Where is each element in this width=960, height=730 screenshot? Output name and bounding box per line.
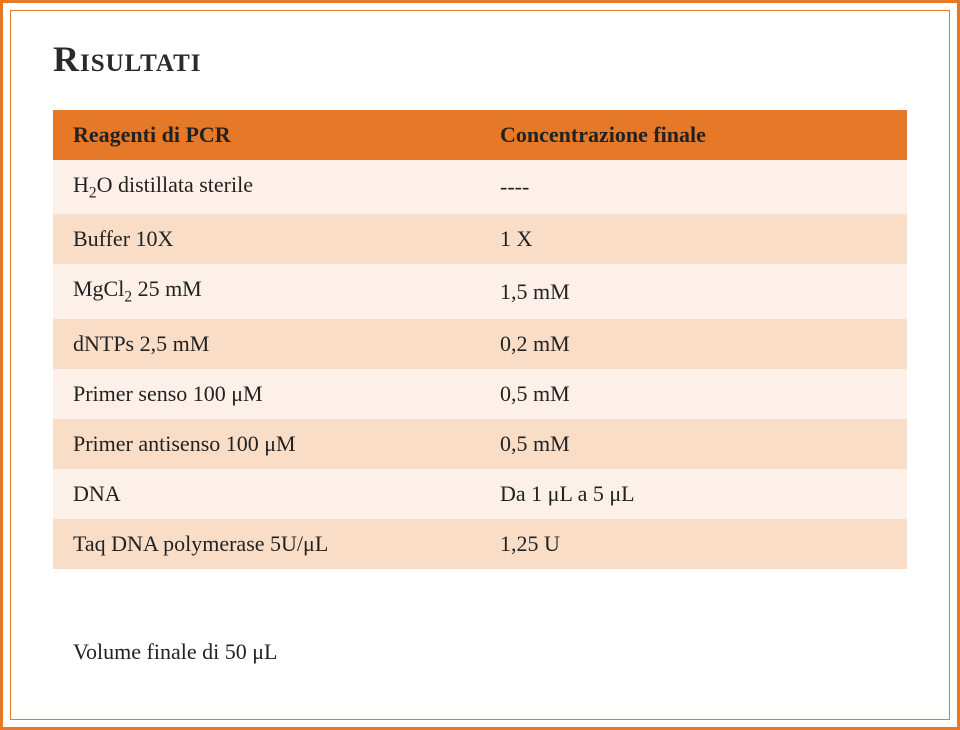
cell-value: 1,25 U (480, 519, 907, 569)
table-row: Primer senso 100 μM 0,5 mM (53, 369, 907, 419)
cell-reagent: DNA (53, 469, 480, 519)
cell-value: Da 1 μL a 5 μL (480, 469, 907, 519)
table-row: MgCl2 25 mM 1,5 mM (53, 264, 907, 318)
table-row: Primer antisenso 100 μM 0,5 mM (53, 419, 907, 469)
table-row: H2O distillata sterile ---- (53, 160, 907, 214)
table-row: DNA Da 1 μL a 5 μL (53, 469, 907, 519)
header-left: Reagenti di PCR (53, 110, 480, 160)
cell-value: 1,5 mM (480, 264, 907, 318)
cell-reagent: Primer senso 100 μM (53, 369, 480, 419)
volume-note: Volume finale di 50 μL (73, 639, 907, 665)
cell-value: 0,5 mM (480, 419, 907, 469)
cell-reagent: Buffer 10X (53, 214, 480, 264)
reagents-table: Reagenti di PCR Concentrazione finale H2… (53, 110, 907, 569)
cell-reagent: MgCl2 25 mM (53, 264, 480, 318)
table-header-row: Reagenti di PCR Concentrazione finale (53, 110, 907, 160)
cell-value: 0,5 mM (480, 369, 907, 419)
cell-reagent: Primer antisenso 100 μM (53, 419, 480, 469)
slide-content: Risultati Reagenti di PCR Concentrazione… (3, 3, 957, 665)
table-row: Taq DNA polymerase 5U/μL 1,25 U (53, 519, 907, 569)
table-row: dNTPs 2,5 mM 0,2 mM (53, 319, 907, 369)
header-right: Concentrazione finale (480, 110, 907, 160)
cell-value: ---- (480, 160, 907, 214)
page-title: Risultati (53, 38, 907, 80)
cell-reagent: Taq DNA polymerase 5U/μL (53, 519, 480, 569)
cell-reagent: H2O distillata sterile (53, 160, 480, 214)
table-row: Buffer 10X 1 X (53, 214, 907, 264)
cell-value: 1 X (480, 214, 907, 264)
table-body: H2O distillata sterile ---- Buffer 10X 1… (53, 160, 907, 569)
cell-reagent: dNTPs 2,5 mM (53, 319, 480, 369)
cell-value: 0,2 mM (480, 319, 907, 369)
